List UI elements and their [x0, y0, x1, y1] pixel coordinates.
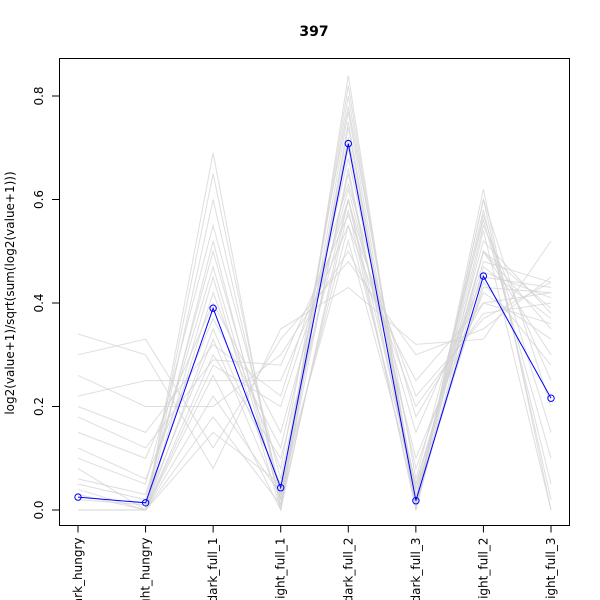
highlight-point — [141, 499, 150, 507]
highlight-point — [209, 304, 217, 312]
y-tick-label: 0.4 — [32, 293, 46, 312]
y-axis: 0.0 0.2 0.4 0.6 0.8 — [32, 86, 60, 520]
background-series-line — [77, 168, 552, 506]
x-tick-label: dark_full_2 — [341, 538, 355, 600]
y-axis-label: log2(value+1)/sqrt(sum(log2(value+1))) — [3, 171, 17, 414]
background-series-line — [77, 173, 552, 511]
background-series-line — [78, 209, 552, 511]
y-tick-label: 0.8 — [32, 86, 46, 105]
x-axis: ark_hungry ght_hungry dark_full_1 light_ful… — [71, 525, 558, 600]
highlight-series-group — [74, 139, 555, 507]
background-series-group — [77, 75, 552, 512]
x-tick-label: ght_hungry — [139, 538, 153, 600]
highlight-point — [547, 394, 555, 402]
highlight-point — [412, 497, 420, 505]
highlight-point — [277, 484, 285, 492]
y-tick-label: 0.6 — [32, 190, 46, 209]
highlight-series-line — [77, 143, 552, 504]
highlight-point — [479, 272, 488, 280]
background-series-line — [78, 199, 552, 512]
x-tick-label: light_full_1 — [274, 538, 288, 600]
x-tick-label: dark_full_3 — [409, 538, 423, 600]
x-tick-label: dark_full_1 — [206, 538, 220, 600]
x-tick-label: light_full_2 — [476, 538, 490, 600]
background-series-line — [78, 225, 552, 511]
highlight-point — [344, 139, 352, 148]
y-tick-label: 0.0 — [32, 500, 46, 519]
y-tick-label: 0.2 — [32, 397, 46, 416]
background-series-line — [77, 213, 552, 449]
x-tick-label: light_full_3 — [544, 538, 558, 600]
background-series-line — [77, 260, 552, 449]
plot-frame — [59, 58, 570, 526]
x-tick-label: ark_hungry — [71, 538, 85, 600]
background-series-line — [77, 111, 552, 505]
highlight-point — [74, 493, 82, 501]
chart-title: 397 — [299, 24, 328, 40]
background-series-line — [78, 239, 552, 511]
